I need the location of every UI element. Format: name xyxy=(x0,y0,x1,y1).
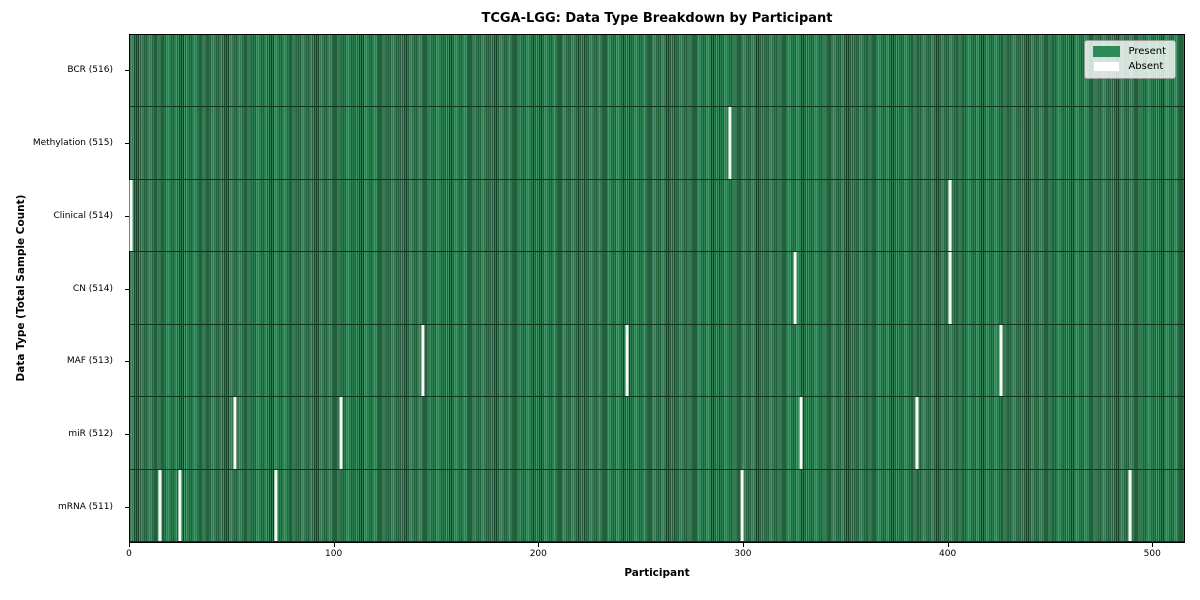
y-tick-label: miR (512) xyxy=(68,428,113,439)
absent-marker xyxy=(799,397,803,469)
x-axis-title: Participant xyxy=(624,567,690,579)
chart-title: TCGA-LGG: Data Type Breakdown by Partici… xyxy=(481,11,833,26)
absent-marker xyxy=(740,469,744,541)
x-tick-label: 100 xyxy=(325,549,343,559)
y-tick-mark xyxy=(125,433,129,435)
y-tick-mark xyxy=(125,215,129,217)
x-tick-mark xyxy=(947,543,949,547)
x-tick-label: 200 xyxy=(529,549,547,559)
legend-item-absent: Absent xyxy=(1093,61,1166,72)
data-type-row xyxy=(130,324,1184,398)
data-type-row xyxy=(130,397,1184,470)
legend: Present Absent xyxy=(1084,40,1176,79)
data-type-row xyxy=(130,107,1184,180)
absent-marker xyxy=(233,397,237,469)
data-type-row xyxy=(130,252,1184,325)
absent-marker xyxy=(999,324,1003,397)
legend-item-present: Present xyxy=(1093,46,1166,57)
y-tick-label: CN (514) xyxy=(72,283,113,294)
legend-label-absent: Absent xyxy=(1128,61,1164,72)
x-tick-label: 500 xyxy=(1143,549,1161,559)
absent-marker xyxy=(339,397,343,469)
y-tick-label: mRNA (511) xyxy=(58,501,113,512)
legend-label-present: Present xyxy=(1128,46,1166,57)
y-tick-label: MAF (513) xyxy=(66,356,113,367)
absent-marker xyxy=(1128,469,1132,541)
absent-marker xyxy=(625,324,629,397)
absent-marker xyxy=(915,397,919,469)
absent-marker xyxy=(948,179,952,252)
y-tick-mark xyxy=(125,506,129,508)
y-tick-mark xyxy=(125,70,129,72)
y-tick-label: Clinical (514) xyxy=(53,210,113,221)
absent-marker xyxy=(421,324,425,397)
data-type-row xyxy=(129,179,1184,253)
plot-area: Present Absent xyxy=(129,34,1185,543)
x-tick-mark xyxy=(129,543,130,547)
y-tick-label: BCR (516) xyxy=(67,65,113,76)
absent-marker xyxy=(948,252,952,324)
x-tick-label: 300 xyxy=(734,549,752,559)
absent-swatch-icon xyxy=(1093,61,1121,72)
absent-marker xyxy=(178,469,182,541)
y-tick-label: Methylation (515) xyxy=(32,138,113,149)
y-tick-mark xyxy=(125,288,129,290)
x-tick-mark xyxy=(742,543,744,547)
data-type-row xyxy=(130,35,1184,108)
x-tick-mark xyxy=(333,543,335,547)
absent-marker xyxy=(728,107,731,179)
y-tick-mark xyxy=(125,143,129,145)
y-tick-mark xyxy=(125,361,129,363)
data-type-row xyxy=(130,469,1184,542)
present-swatch-icon xyxy=(1093,46,1121,57)
x-tick-mark xyxy=(1152,543,1154,547)
absent-marker xyxy=(274,469,278,541)
x-tick-label: 400 xyxy=(939,549,957,559)
absent-marker xyxy=(129,179,133,252)
x-tick-label: 0 xyxy=(126,549,132,559)
x-tick-mark xyxy=(538,543,540,547)
absent-marker xyxy=(158,469,162,541)
absent-marker xyxy=(793,252,797,324)
